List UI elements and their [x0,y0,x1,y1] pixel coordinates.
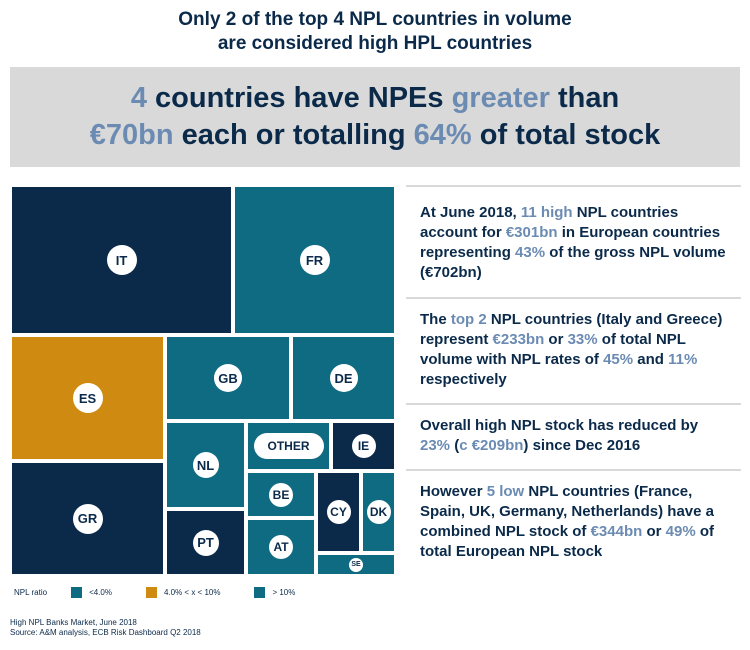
insight-2-text: respectively [420,371,507,388]
insight-2-highlight: top 2 [450,311,487,328]
treemap-tile-nl: NL [165,421,246,509]
banner-greater: greater [451,82,550,114]
insight-4-text: or [642,523,666,540]
separator [406,469,741,471]
treemap-tile-be: BE [246,471,316,518]
insight-3-text: Overall high NPL stock has reduced by [420,417,699,434]
insight-3-text: ) since Dec 2016 [523,437,641,454]
insight-4: However 5 low NPL countries (France, Spa… [406,482,741,562]
tile-label-at: AT [269,535,293,559]
treemap-tile-ie: IE [331,421,396,471]
tile-label-ie: IE [351,434,376,458]
tile-label-fr: FR [299,245,330,275]
insight-1: At June 2018, 11 high NPL countries acco… [406,203,741,283]
banner-line-1: 4 countries have NPEs greater than [10,80,740,117]
legend-swatch-mid [145,586,157,598]
insight-2-text: The [420,311,451,328]
banner-count: 4 [130,82,147,114]
insight-4-highlight: €344bn [590,523,643,540]
tile-label-be: BE [269,482,293,507]
tile-label-de: DE [329,364,358,392]
insight-1-highlight: €301bn [505,224,558,241]
treemap-tile-it: IT [10,185,233,335]
legend-label-mid: 4.0% < x < 10% [163,587,221,597]
insight-2-highlight: €233bn [492,331,545,348]
tile-label-nl: NL [192,452,219,478]
tile-label-dk: DK [366,500,391,524]
insight-4-highlight: 5 low [486,483,525,500]
npl-treemap: IT FR ES GB DE GR NL OTHER IE PT BE AT CY DK SE [10,185,397,576]
treemap-tile-pt: PT [165,509,246,576]
banner-line-2: €70bn each or totalling 64% of total sto… [10,117,740,154]
banner-text-1: countries have NPEs [146,82,452,114]
footnote-line-2: Source: A&M analysis, ECB Risk Dashboard… [10,628,201,637]
insight-1-text: in European countries representing [420,224,721,261]
insight-4-text: However [420,483,487,500]
insight-2-text: or [544,331,568,348]
treemap-tile-gb: GB [165,335,291,421]
insight-4-text: of total European NPL stock [420,523,714,560]
treemap-tile-se: SE [316,553,396,576]
insight-2-highlight: 33% [567,331,598,348]
insight-2-text: of total NPL volume with NPL rates of [420,331,686,368]
insight-1-text: At June 2018, [420,204,521,221]
tile-label-gr: GR [72,503,103,534]
footnote-line-1: High NPL Banks Market, June 2018 [10,618,137,627]
insight-2-highlight: 11% [668,351,698,368]
legend-swatch-low [71,586,83,598]
tile-label-it: IT [106,245,137,275]
insight-2-highlight: 45% [603,351,634,368]
legend-label-high: > 10% [272,587,296,597]
tile-label-se: SE [349,557,363,572]
legend-label-low: <4.0% [89,587,112,597]
insight-2: The top 2 NPL countries (Italy and Greec… [406,310,741,390]
treemap-tile-fr: FR [233,185,396,335]
banner-threshold: €70bn [89,119,174,151]
insight-1-highlight: 43% [515,244,546,261]
insight-1-text: NPL countries account for [420,204,679,241]
treemap-tile-dk: DK [361,471,396,553]
insight-1-highlight: 11 high [520,204,573,221]
legend-title: NPL ratio [14,587,48,597]
chart-title: Only 2 of the top 4 NPL countries in vol… [0,8,750,56]
banner-text-4: of total stock [471,119,661,151]
insight-1-text: of the gross NPL volume (€702bn) [420,244,726,281]
banner-share: 64% [413,119,472,151]
insight-3-highlight: c €209bn [459,437,524,454]
treemap-tile-de: DE [291,335,396,421]
insight-3: Overall high NPL stock has reduced by 23… [406,416,741,456]
insight-2-text: and [633,351,669,368]
treemap-tile-other: OTHER [246,421,331,471]
legend-swatch-high [254,586,266,598]
footnote: High NPL Banks Market, June 2018 Source:… [10,618,201,638]
insight-4-text: NPL countries (France, Spain, UK, German… [420,483,714,540]
tile-label-gb: GB [214,364,242,392]
legend: NPL ratio <4.0% 4.0% < x < 10% > 10% [14,585,329,599]
tile-label-other: OTHER [253,433,324,459]
insight-4-highlight: 49% [665,523,696,540]
treemap-tile-gr: GR [10,461,165,576]
tile-label-cy: CY [326,500,351,524]
separator [406,403,741,405]
separator [406,297,741,299]
title-line-1: Only 2 of the top 4 NPL countries in vol… [178,9,572,30]
banner-text-3: each or totalling [173,119,414,151]
title-line-2: are considered high HPL countries [217,33,533,54]
headline-banner: 4 countries have NPEs greater than €70bn… [10,67,740,167]
insight-2-text: NPL countries (Italy and Greece) represe… [420,311,723,348]
treemap-tile-at: AT [246,518,316,576]
separator [406,185,741,187]
insight-3-text: ( [450,437,460,454]
tile-label-es: ES [72,383,103,413]
tile-label-pt: PT [192,529,219,556]
banner-text-2: than [549,82,620,114]
insight-3-highlight: 23% [420,437,451,454]
treemap-tile-es: ES [10,335,165,461]
treemap-tile-cy: CY [316,471,361,553]
